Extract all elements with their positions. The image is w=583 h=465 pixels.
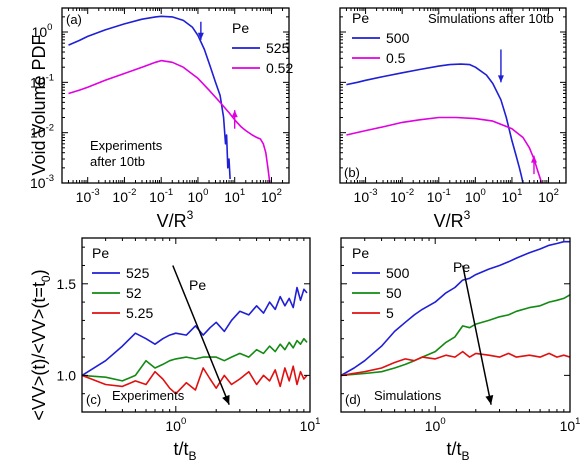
y-tick-label: 10-2 <box>30 123 54 141</box>
annotation-text: Simulations after 10tb <box>428 11 554 26</box>
marker-arrow-head <box>197 32 204 40</box>
y-tick-label: 1.5 <box>57 276 77 292</box>
legend-title: Pe <box>232 20 249 36</box>
panel-label: (c) <box>86 392 101 407</box>
x-tick-label: 100 <box>465 187 486 205</box>
legend-title: Pe <box>352 245 369 261</box>
x-tick-label: 101 <box>560 416 581 434</box>
legend-entry: 525 <box>266 40 290 56</box>
annotation-text: Experiments <box>90 138 163 153</box>
series-line-5.25 <box>82 365 308 395</box>
x-tick-label: 100 <box>425 416 446 434</box>
bottom-y-axis-label: <VV>(t)/<VV>(t=t0) <box>29 269 53 420</box>
legend-entry: 0.5 <box>386 50 406 66</box>
pe-arrow-shaft <box>172 265 230 405</box>
legend-title: Pe <box>92 245 109 261</box>
top-right-x-axis-label: V/R3 <box>434 208 471 231</box>
x-tick-label: 10-1 <box>149 187 173 205</box>
annotation-text: after 10tb <box>90 154 145 169</box>
panel-label: (d) <box>345 392 361 407</box>
annotation-text: Experiments <box>112 388 185 403</box>
panel-b: 10-3 10-2 10-1 100 101 102 (b) Pe 500 0.5 Simulati… <box>339 7 567 205</box>
x-tick-label: 101 <box>300 416 321 434</box>
legend-entry: 0.52 <box>266 60 293 76</box>
series-group <box>68 15 271 183</box>
marker-arrow-head <box>497 75 504 83</box>
y-tick-label: 1.0 <box>57 367 77 383</box>
x-tick-label: 10-3 <box>354 187 378 205</box>
x-tick-label: 101 <box>224 187 245 205</box>
marker-arrow-head <box>530 155 537 163</box>
x-tick-label: 101 <box>502 187 523 205</box>
legend-entry: 500 <box>386 265 410 281</box>
pe-arrow-shaft <box>461 265 492 405</box>
legend-entry: 5 <box>386 305 394 321</box>
legend-entry: 525 <box>126 265 150 281</box>
panel-a: 10-3 10-2 10-1 100 101 102 10-3 10-2 10-1 100 (a) P… <box>30 7 293 205</box>
legend-entry: 50 <box>386 285 402 301</box>
x-tick-label: 100 <box>188 187 209 205</box>
legend-entry: 52 <box>126 285 142 301</box>
series-line-500 <box>346 63 524 183</box>
panel-label: (a) <box>66 12 82 27</box>
pe-arrow-label: Pe <box>453 259 470 275</box>
series-group <box>346 63 543 183</box>
marker-arrow-head <box>231 110 238 118</box>
plot-frame <box>81 237 311 413</box>
pe-arrow-head <box>485 395 494 405</box>
series-line-0.5 <box>346 116 543 183</box>
x-tick-label: 10-1 <box>427 187 451 205</box>
y-tick-label: 10-1 <box>30 72 54 90</box>
bottom-right-x-axis-label: t/tB <box>446 439 469 463</box>
series-line-50 <box>341 294 570 377</box>
legend-entry: 5.25 <box>126 305 153 321</box>
series-line-525 <box>82 286 308 377</box>
x-tick-label: 100 <box>165 416 186 434</box>
bottom-left-x-axis-label: t/tB <box>173 439 196 463</box>
plot-frame <box>340 237 571 413</box>
x-tick-label: 10-2 <box>112 187 136 205</box>
series-line-5 <box>341 350 570 377</box>
panel-c: 100 101 1.0 1.5 (c) Pe 525 52 5.25 Experiments Pe <box>57 237 321 434</box>
top-y-axis-label: Void Volume PDF <box>29 34 49 175</box>
x-tick-label: 102 <box>538 187 559 205</box>
series-line-52 <box>82 337 308 382</box>
y-tick-label: 100 <box>32 22 53 40</box>
series-group <box>82 286 308 395</box>
x-tick-label: 102 <box>261 187 282 205</box>
x-tick-label: 10-2 <box>390 187 414 205</box>
panel-label: (b) <box>344 165 360 180</box>
pe-arrow-head <box>222 394 230 405</box>
top-left-x-axis-label: V/R3 <box>157 208 194 231</box>
y-tick-label: 10-3 <box>30 173 54 191</box>
annotation-text: Simulations <box>374 388 442 403</box>
legend-entry: 500 <box>386 30 410 46</box>
plot-frame <box>339 7 567 184</box>
plot-frame <box>61 7 290 184</box>
series-line-0.52 <box>68 59 271 183</box>
x-tick-label: 10-3 <box>76 187 100 205</box>
series-line-525 <box>68 15 231 180</box>
legend-title: Pe <box>352 10 369 26</box>
pe-arrow-label: Pe <box>189 277 206 293</box>
panel-d: 100 101 (d) Pe 500 50 5 Simulations Pe <box>340 237 581 434</box>
